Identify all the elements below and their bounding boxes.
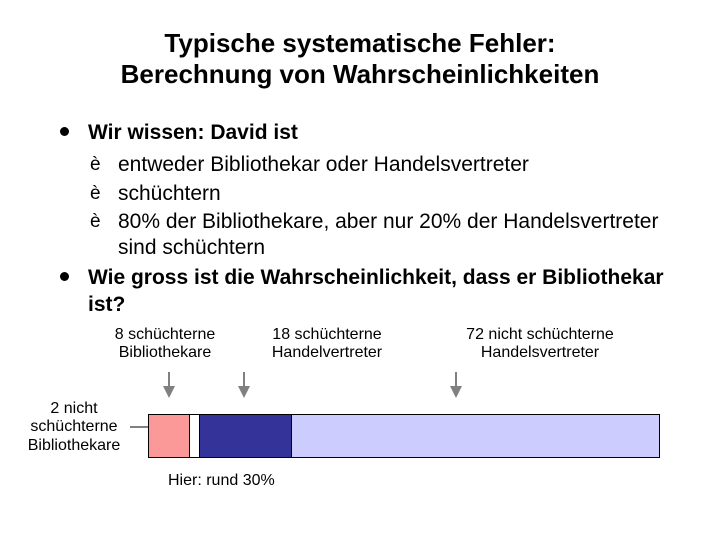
label-c: 72 nicht schüchterne Handelsvertreter: [450, 326, 630, 363]
arrow-icon: è: [90, 209, 101, 235]
bullet-2-text: Wie gross ist die Wahrscheinlichkeit, da…: [88, 266, 664, 315]
arrow-icon: è: [90, 152, 101, 178]
sub-3-text: 80% der Bibliothekare, aber nur 20% der …: [118, 210, 658, 259]
sub-1-text: entweder Bibliothekar oder Handelsvertre…: [118, 153, 529, 176]
bullet-2: Wie gross ist die Wahrscheinlichkeit, da…: [60, 265, 680, 318]
title-line-2: Berechnung von Wahrscheinlichkeiten: [121, 59, 600, 89]
sub-2-text: schüchtern: [118, 182, 221, 205]
segment-labels: 8 schüchterne Bibliothekare 18 schüchter…: [0, 326, 720, 386]
sub-bullet-1: è entweder Bibliothekar oder Handelsvert…: [60, 152, 680, 178]
label-b-text: 18 schüchterne Handelvertreter: [272, 326, 382, 361]
sub-bullet-2: è schüchtern: [60, 181, 680, 207]
bar-container: [148, 414, 660, 458]
slide-title: Typische systematische Fehler: Berechnun…: [60, 28, 660, 90]
label-a: 8 schüchterne Bibliothekare: [100, 326, 230, 363]
label-b: 18 schüchterne Handelvertreter: [252, 326, 402, 363]
label-a-text: 8 schüchterne Bibliothekare: [115, 326, 216, 361]
bar-segment: [292, 415, 659, 457]
label-d: 2 nicht schüchterne Bibliothekare: [14, 400, 134, 455]
sub-bullet-3: è 80% der Bibliothekare, aber nur 20% de…: [60, 209, 680, 262]
caption: Hier: rund 30%: [168, 472, 275, 490]
caption-text: Hier: rund 30%: [168, 472, 275, 489]
title-line-1: Typische systematische Fehler:: [164, 28, 555, 58]
bullet-1-text: Wir wissen: David ist: [88, 121, 298, 144]
bar-segment: [200, 415, 292, 457]
bullet-dot-icon: [60, 272, 69, 281]
arrow-icon: è: [90, 181, 101, 207]
bullet-1: Wir wissen: David ist: [60, 120, 680, 146]
bar-segment: [149, 415, 190, 457]
label-c-text: 72 nicht schüchterne Handelsvertreter: [466, 326, 614, 361]
bullet-dot-icon: [60, 127, 69, 136]
body-text: Wir wissen: David ist è entweder Bibliot…: [60, 120, 680, 324]
bar-segment: [190, 415, 200, 457]
label-d-text: 2 nicht schüchterne Bibliothekare: [28, 400, 121, 454]
slide: Typische systematische Fehler: Berechnun…: [0, 0, 720, 540]
